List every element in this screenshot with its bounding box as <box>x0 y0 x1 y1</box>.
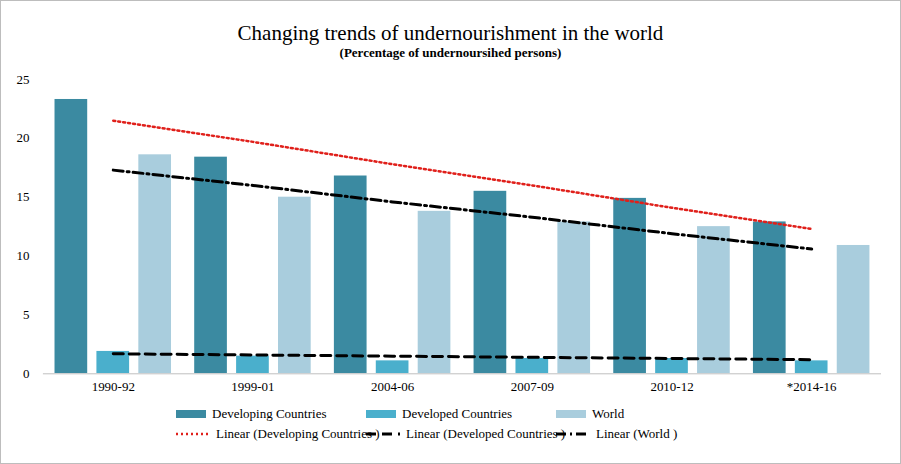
svg-text:15: 15 <box>16 189 29 204</box>
svg-text:*2014-16: *2014-16 <box>787 379 837 394</box>
svg-text:2004-06: 2004-06 <box>371 379 415 394</box>
html-text:Linear (World ): Linear (World ) <box>596 426 678 441</box>
svg-text:20: 20 <box>16 130 29 145</box>
svg-text:2010-12: 2010-12 <box>650 379 693 394</box>
svg-text:10: 10 <box>16 248 29 263</box>
svg-text:5: 5 <box>23 307 29 322</box>
svg-text:1990-92: 1990-92 <box>92 379 135 394</box>
html-text:World: World <box>592 406 625 421</box>
html-text:Developed Countries: Developed Countries <box>402 406 513 421</box>
html-text:Developing Countries: Developing Countries <box>212 406 327 421</box>
svg-text:2007-09: 2007-09 <box>511 379 554 394</box>
html-text:Linear (Developed Countries ): Linear (Developed Countries ) <box>406 426 566 441</box>
html-text:Changing trends of undernouris: Changing trends of undernourishment in t… <box>237 21 664 45</box>
html-text:(Percentage of undernoursihed: (Percentage of undernoursihed persons) <box>339 45 562 60</box>
svg-text:25: 25 <box>16 72 29 87</box>
html-text:Linear (Developing Countries ): Linear (Developing Countries ) <box>216 426 380 441</box>
svg-text:0: 0 <box>23 366 29 381</box>
svg-text:1999-01: 1999-01 <box>231 379 274 394</box>
